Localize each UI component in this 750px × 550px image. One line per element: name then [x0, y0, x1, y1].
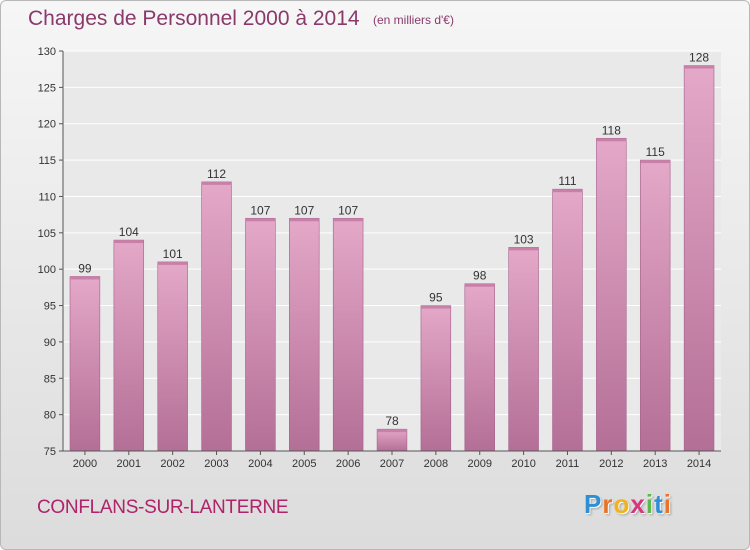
- bar: [552, 188, 583, 452]
- x-tick-label: 2012: [599, 458, 623, 470]
- bar-cap: [377, 429, 407, 433]
- data-label: 112: [207, 167, 226, 181]
- logo-letter: i: [645, 489, 655, 519]
- logo-letter: i: [663, 489, 672, 519]
- y-tick-label: 95: [44, 301, 56, 313]
- y-tick-label: 100: [38, 264, 56, 276]
- x-tick-label: 2010: [511, 458, 535, 470]
- bar: [420, 305, 452, 452]
- x-tick-label: 2000: [73, 458, 97, 470]
- bar-cap: [596, 138, 627, 142]
- x-tick-label: 2002: [160, 458, 184, 470]
- bar-cap: [508, 247, 539, 251]
- bar: [201, 181, 232, 452]
- data-label: 95: [429, 291, 443, 305]
- y-tick-label: 110: [38, 191, 56, 203]
- data-label: 128: [689, 51, 709, 65]
- y-tick-label: 85: [44, 373, 56, 385]
- bar: [113, 239, 145, 452]
- logo-letter: r: [602, 489, 614, 519]
- data-label: 115: [646, 145, 665, 159]
- data-label: 103: [514, 232, 534, 246]
- bar: [332, 217, 364, 452]
- bar: [376, 428, 408, 452]
- x-tick-label: 2007: [380, 458, 404, 470]
- y-tick-label: 130: [38, 46, 56, 58]
- bar: [289, 217, 320, 452]
- x-tick-label: 2009: [467, 458, 491, 470]
- logo-letter: P: [584, 489, 603, 519]
- chart-subtitle: (en milliers d'€): [373, 13, 454, 27]
- x-tick-label: 2004: [248, 458, 272, 470]
- proxiti-logo: Proxiti: [584, 489, 672, 520]
- y-tick-label: 80: [44, 410, 56, 422]
- y-tick-label: 75: [44, 446, 56, 458]
- data-label: 107: [338, 203, 358, 217]
- x-tick-label: 2005: [292, 458, 316, 470]
- bar-cap: [333, 218, 364, 222]
- x-tick-label: 2014: [687, 458, 711, 470]
- bar-cap: [157, 261, 188, 265]
- bar-cap: [70, 276, 100, 280]
- bar: [69, 276, 101, 452]
- bar-cap: [552, 189, 583, 193]
- data-label: 107: [250, 203, 270, 217]
- y-tick-label: 120: [38, 119, 56, 131]
- bar-cap: [684, 65, 714, 69]
- y-tick-label: 115: [38, 155, 56, 167]
- data-label: 101: [163, 247, 183, 261]
- data-label: 104: [119, 225, 139, 239]
- data-label: 98: [473, 269, 487, 283]
- logo-letter: t: [654, 489, 664, 519]
- chart-title: Charges de Personnel 2000 à 2014: [28, 7, 360, 30]
- x-tick-label: 2006: [336, 458, 360, 470]
- y-tick-label: 90: [44, 337, 56, 349]
- data-label: 111: [558, 174, 577, 188]
- bar-cap: [245, 218, 276, 222]
- y-tick-label: 105: [38, 228, 56, 240]
- bar: [683, 65, 715, 452]
- bar-cap: [289, 218, 320, 222]
- bar-cap: [640, 160, 671, 164]
- logo-letter: x: [630, 489, 646, 519]
- bar: [508, 247, 539, 452]
- commune-name: CONFLANS-SUR-LANTERNE: [37, 497, 289, 518]
- bar: [157, 261, 188, 452]
- y-tick-label: 125: [38, 82, 56, 94]
- data-label: 107: [294, 203, 314, 217]
- bar-cap: [464, 283, 495, 287]
- data-label: 118: [602, 123, 621, 137]
- logo-letter: o: [613, 489, 631, 519]
- x-tick-label: 2008: [424, 458, 448, 470]
- bar: [639, 159, 671, 452]
- bar: [464, 283, 495, 452]
- data-label: 78: [385, 414, 399, 428]
- bar-cap: [420, 305, 451, 309]
- x-tick-label: 2003: [204, 458, 228, 470]
- x-tick-label: 2001: [117, 458, 141, 470]
- bar: [245, 217, 276, 452]
- x-tick-label: 2011: [556, 458, 580, 470]
- bar-cap: [113, 240, 144, 244]
- bar: [596, 137, 627, 452]
- bar-cap: [201, 181, 232, 185]
- x-tick-label: 2013: [643, 458, 667, 470]
- data-label: 99: [78, 261, 92, 275]
